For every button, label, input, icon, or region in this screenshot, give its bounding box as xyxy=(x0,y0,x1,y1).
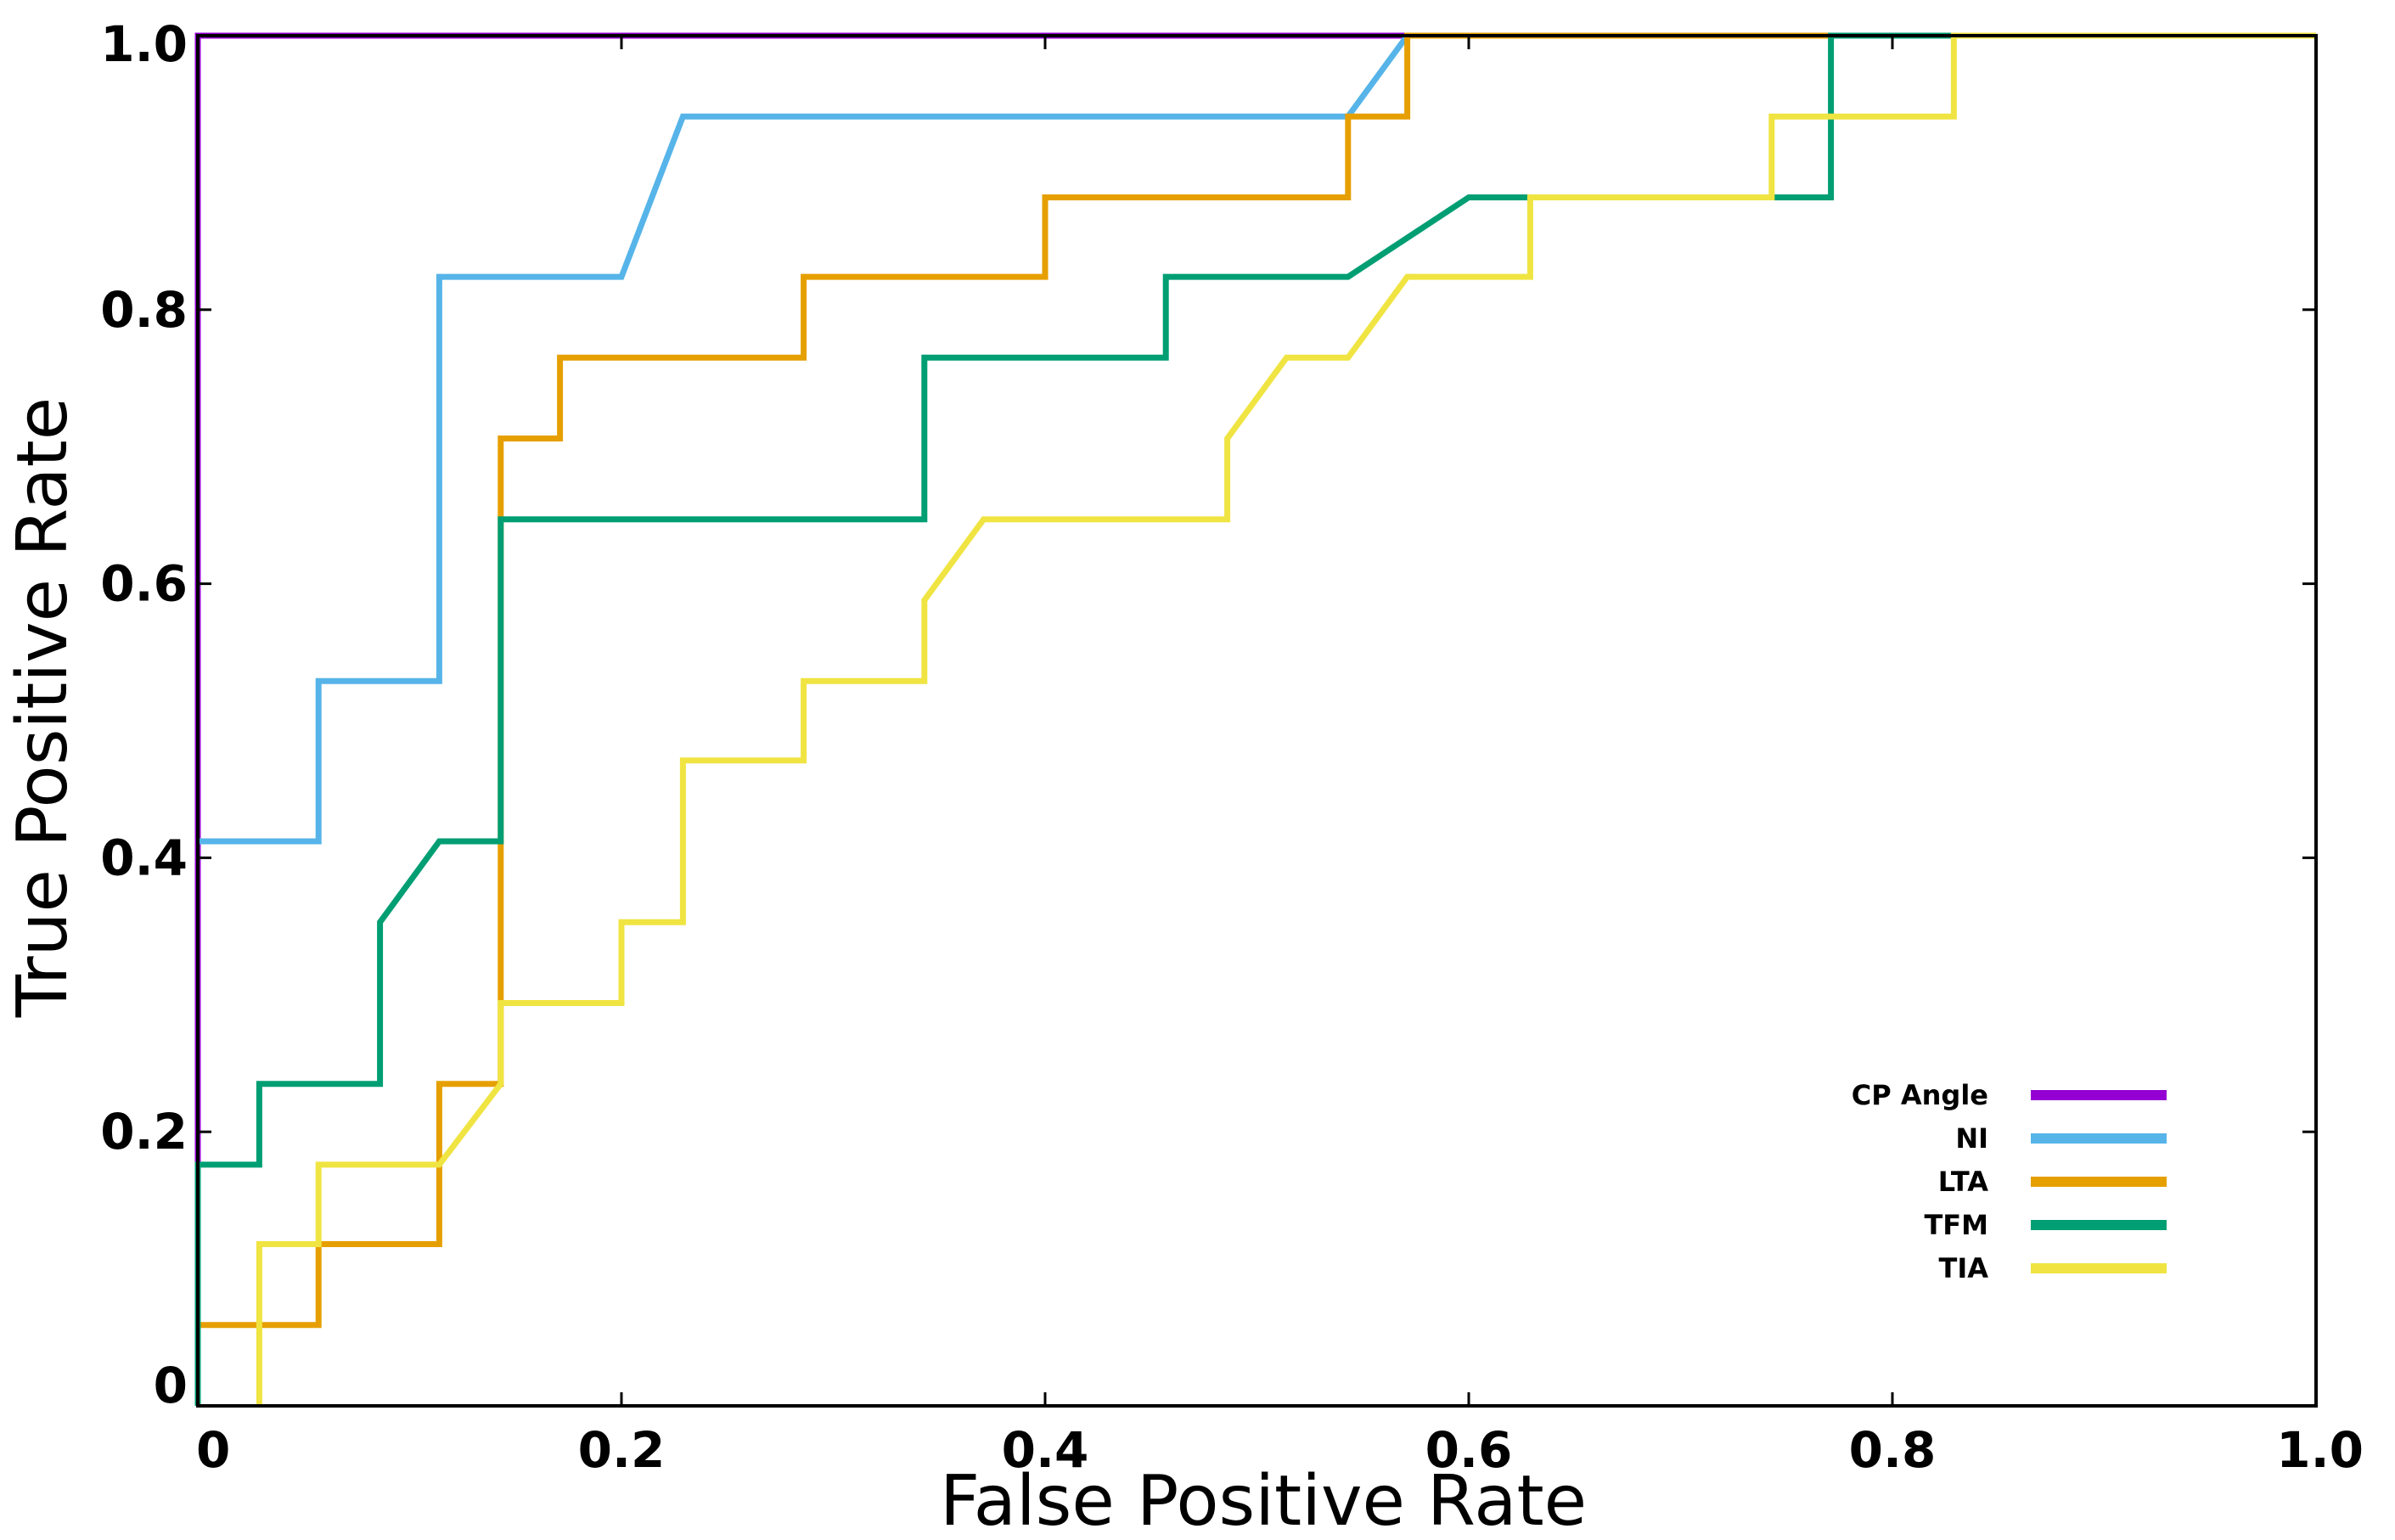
axes-layer: 0 0.2 0.4 0.6 0.8 1.0 0 0.2 0.4 0.6 0.8 1.0 xyxy=(100,15,2364,1479)
x-tick-label: 0.6 xyxy=(1425,1421,1513,1479)
y-tick-label: 0.2 xyxy=(100,1103,188,1161)
y-tick-label: 0.6 xyxy=(100,555,188,613)
legend-label-tia: TIA xyxy=(1939,1252,1989,1284)
series-line-lta xyxy=(198,32,2316,1329)
y-tick-label: 0 xyxy=(154,1357,188,1414)
legend: CP Angle NI LTA TFM TIA xyxy=(1852,1079,2167,1284)
plot-frame xyxy=(196,34,2318,1408)
legend-label-lta: LTA xyxy=(1938,1166,1988,1198)
y-tick-label: 0.4 xyxy=(100,829,188,886)
x-tick-label: 0.4 xyxy=(1002,1421,1089,1479)
series-line-tia xyxy=(256,32,2316,1406)
y-tick-label: 0.8 xyxy=(100,281,188,339)
x-tick-label: 1.0 xyxy=(2276,1421,2364,1479)
x-tick-label: 0.2 xyxy=(578,1421,666,1479)
y-axis-label: True Positive Rate xyxy=(3,397,83,1018)
y-tick-label: 1.0 xyxy=(100,15,188,73)
x-tick-label: 0 xyxy=(196,1421,230,1479)
x-axis-label: False Positive Rate xyxy=(940,1461,1587,1540)
series-line-ni xyxy=(198,32,2316,845)
x-tick-label: 0.8 xyxy=(1849,1421,1937,1479)
legend-label-cp-angle: CP Angle xyxy=(1852,1079,1988,1111)
legend-label-tfm: TFM xyxy=(1924,1209,1988,1241)
legend-label-ni: NI xyxy=(1955,1122,1988,1155)
